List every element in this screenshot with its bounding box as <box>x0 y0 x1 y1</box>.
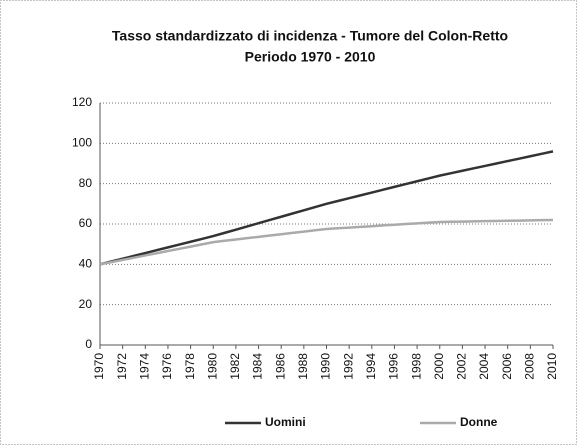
x-tick-label: 1970 <box>92 353 106 380</box>
x-tick-label: 1982 <box>228 353 242 380</box>
x-tick-label: 1976 <box>160 353 174 380</box>
x-tick-label: 2008 <box>523 353 537 380</box>
y-tick-label: 20 <box>79 297 93 311</box>
chart-title: Tasso standardizzato di incidenza - Tumo… <box>112 28 508 44</box>
y-tick-label: 40 <box>79 257 93 271</box>
line-series <box>99 218 554 266</box>
y-tick-label: 0 <box>85 337 92 351</box>
legend-label: Uomini <box>265 415 306 429</box>
x-tick-label: 2002 <box>455 353 469 380</box>
y-tick-label: 100 <box>72 136 92 150</box>
x-tick-label: 1998 <box>409 353 423 380</box>
y-tick-label: 120 <box>72 95 92 109</box>
y-tick-label: 60 <box>79 216 93 230</box>
x-tick-label: 2004 <box>477 353 491 380</box>
x-tick-label: 2010 <box>545 353 559 380</box>
chart-subtitle: Periodo 1970 - 2010 <box>245 49 376 65</box>
x-tick-label: 1986 <box>273 353 287 380</box>
x-tick-label: 1994 <box>364 353 378 380</box>
x-tick-label: 1978 <box>183 353 197 380</box>
x-tick-label: 1980 <box>205 353 219 380</box>
x-tick-label: 1996 <box>387 353 401 380</box>
x-tick-label: 1974 <box>137 353 151 380</box>
x-tick-label: 1990 <box>319 353 333 380</box>
line-series <box>99 150 554 266</box>
x-tick-label: 2000 <box>432 353 446 380</box>
x-tick-label: 1992 <box>341 353 355 380</box>
x-tick-label: 1984 <box>251 353 265 380</box>
y-tick-label: 80 <box>79 176 93 190</box>
x-tick-label: 2006 <box>500 353 514 380</box>
legend-label: Donne <box>460 415 498 429</box>
x-tick-label: 1988 <box>296 353 310 380</box>
x-tick-label: 1972 <box>115 353 129 380</box>
